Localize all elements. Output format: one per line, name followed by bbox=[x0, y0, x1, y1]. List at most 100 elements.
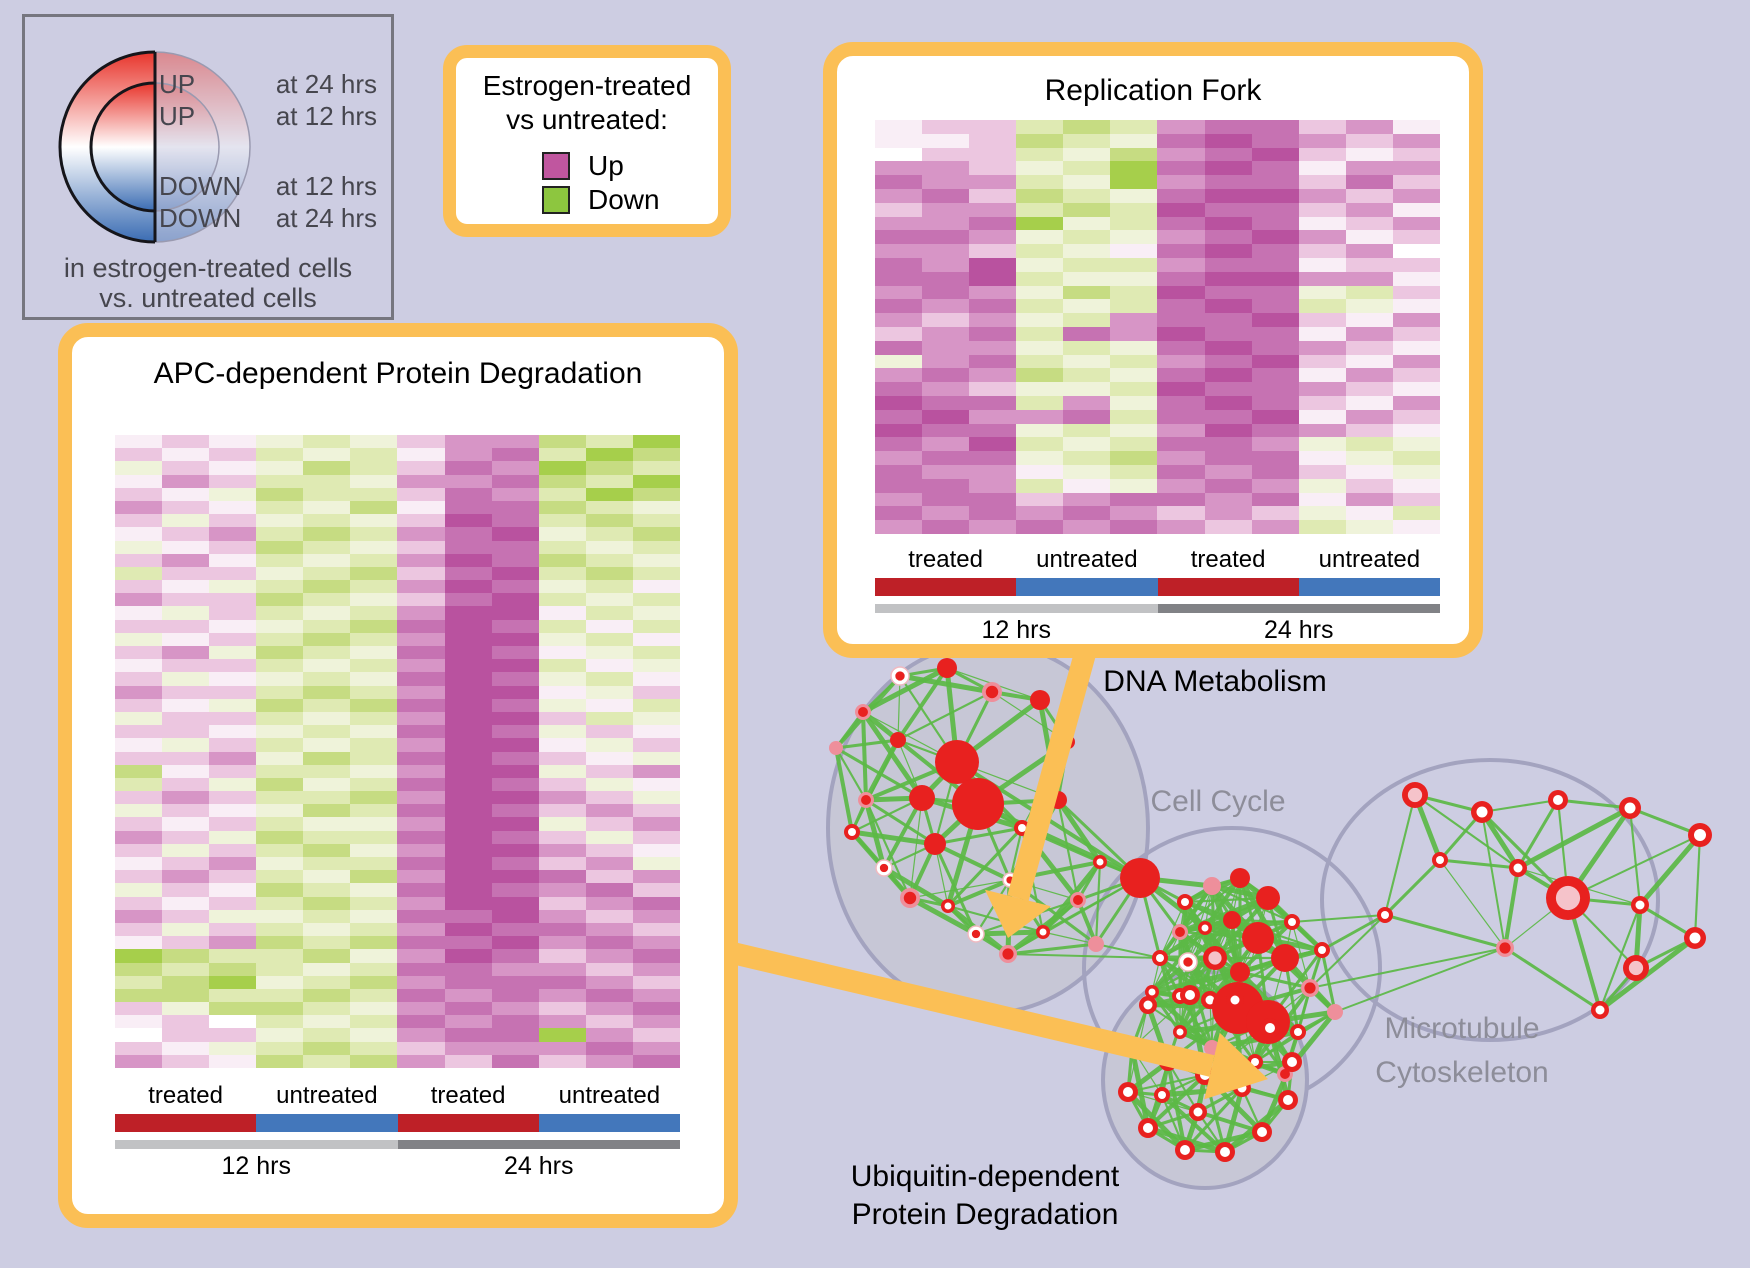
down-label: Down bbox=[588, 184, 660, 215]
heatmap-cell bbox=[1157, 313, 1205, 327]
heatmap-cell bbox=[1204, 382, 1252, 396]
heatmap-cell bbox=[209, 553, 257, 567]
heatmap-cell bbox=[969, 506, 1017, 521]
heatmap-row bbox=[875, 313, 1440, 327]
heatmap-cell bbox=[922, 382, 970, 396]
heatmap-row bbox=[875, 492, 1440, 507]
heatmap-row bbox=[115, 896, 680, 910]
heatmap-cell bbox=[209, 1028, 257, 1042]
heatmap-cell bbox=[1204, 230, 1252, 245]
heatmap-cell bbox=[1345, 409, 1393, 424]
heatmap-cell bbox=[538, 949, 586, 963]
heatmap-row bbox=[115, 619, 680, 633]
heatmap-cell bbox=[632, 1054, 680, 1068]
heatmap-cell bbox=[491, 857, 539, 871]
heatmap-cell bbox=[875, 506, 923, 521]
heatmap-cell bbox=[256, 804, 304, 818]
heatmap-cell bbox=[1392, 382, 1440, 396]
heatmap-cell bbox=[875, 451, 923, 465]
heatmap-cell bbox=[397, 1015, 445, 1029]
heatmap-cell bbox=[1204, 520, 1252, 534]
heatmap-cell bbox=[1110, 382, 1158, 396]
heatmap-cell bbox=[585, 711, 633, 726]
group-label: treated bbox=[430, 1082, 506, 1109]
heatmap-cell bbox=[1345, 188, 1393, 203]
heatmap-cell bbox=[303, 514, 351, 528]
heatmap-cell bbox=[1345, 175, 1393, 189]
heatmap-cell bbox=[162, 764, 210, 778]
heatmap-cell bbox=[256, 817, 304, 831]
network-edge bbox=[1158, 956, 1212, 1002]
heatmap-cell bbox=[1298, 202, 1346, 217]
heatmap-cell bbox=[256, 553, 304, 567]
network-edge bbox=[1638, 833, 1702, 907]
network-edge bbox=[863, 799, 887, 869]
network-edge bbox=[1481, 798, 1559, 814]
heatmap-cell bbox=[491, 448, 539, 462]
heatmap-cell bbox=[538, 936, 586, 950]
heatmap-cell bbox=[444, 791, 492, 805]
heatmap-cell bbox=[256, 764, 304, 778]
heatmap-cell bbox=[1345, 478, 1393, 493]
heatmap-row bbox=[115, 883, 680, 897]
network-node bbox=[895, 671, 905, 681]
network-edge bbox=[1557, 798, 1631, 810]
heatmap-cell bbox=[397, 777, 445, 792]
heatmap-cell bbox=[209, 487, 257, 501]
network-edge bbox=[1129, 1047, 1151, 1129]
heatmap-cell bbox=[1016, 161, 1064, 176]
heatmap-cell bbox=[397, 1054, 445, 1068]
heatmap-cell bbox=[875, 340, 923, 355]
heatmap-cell bbox=[632, 870, 680, 884]
heatmap-cell bbox=[209, 949, 257, 963]
heatmap-cell bbox=[1204, 133, 1252, 148]
heatmap-cell bbox=[538, 593, 586, 607]
updown-legend-title-line2: vs untreated: bbox=[506, 104, 668, 135]
heatmap-cell bbox=[209, 435, 257, 449]
heatmap-cell bbox=[491, 777, 539, 792]
heatmap-cell bbox=[1298, 464, 1346, 479]
heatmap-cell bbox=[1063, 147, 1111, 162]
heatmap-cell bbox=[585, 896, 633, 910]
heatmap-cell bbox=[1157, 161, 1205, 176]
treated-bar-segment bbox=[1157, 578, 1299, 596]
network-node bbox=[971, 929, 981, 939]
down-color-swatch bbox=[542, 186, 570, 214]
heatmap-cell bbox=[491, 474, 539, 488]
network-node bbox=[1208, 951, 1222, 965]
heatmap-cell bbox=[303, 487, 351, 501]
heatmap-cell bbox=[209, 619, 257, 633]
heatmap-cell bbox=[1063, 175, 1111, 189]
heatmap-cell bbox=[444, 1054, 492, 1068]
heatmap-cell bbox=[350, 606, 398, 620]
heatmap-cell bbox=[585, 738, 633, 752]
heatmap-cell bbox=[162, 988, 210, 1003]
network-edge bbox=[934, 842, 1011, 882]
heatmap-cell bbox=[1016, 313, 1064, 327]
heatmap-cell bbox=[632, 474, 680, 488]
heatmap-cell bbox=[350, 896, 398, 910]
network-edge bbox=[1309, 947, 1506, 989]
heatmap-cell bbox=[491, 1028, 539, 1042]
heatmap-cell bbox=[1251, 437, 1299, 452]
heatmap-cell bbox=[922, 175, 970, 189]
heatmap-cell bbox=[491, 751, 539, 765]
time-label: 12 hrs bbox=[981, 616, 1051, 644]
heatmap-cell bbox=[303, 936, 351, 950]
heatmap-cell bbox=[162, 527, 210, 541]
heatmap-cell bbox=[1157, 120, 1205, 134]
heatmap-cell bbox=[115, 830, 163, 844]
heatmap-cell bbox=[256, 922, 304, 937]
heatmap-cell bbox=[1016, 354, 1064, 369]
heatmap-cell bbox=[162, 725, 210, 739]
network-node bbox=[879, 863, 889, 873]
heatmap-cell bbox=[444, 527, 492, 541]
heatmap-cell bbox=[1016, 409, 1064, 424]
heatmap-cell bbox=[585, 527, 633, 541]
heatmap-cell bbox=[875, 133, 923, 148]
heatmap-cell bbox=[303, 474, 351, 488]
heatmap-cell bbox=[491, 1041, 539, 1055]
heatmap-cell bbox=[444, 435, 492, 449]
network-node bbox=[1220, 1147, 1230, 1157]
heatmap-cell bbox=[256, 870, 304, 884]
